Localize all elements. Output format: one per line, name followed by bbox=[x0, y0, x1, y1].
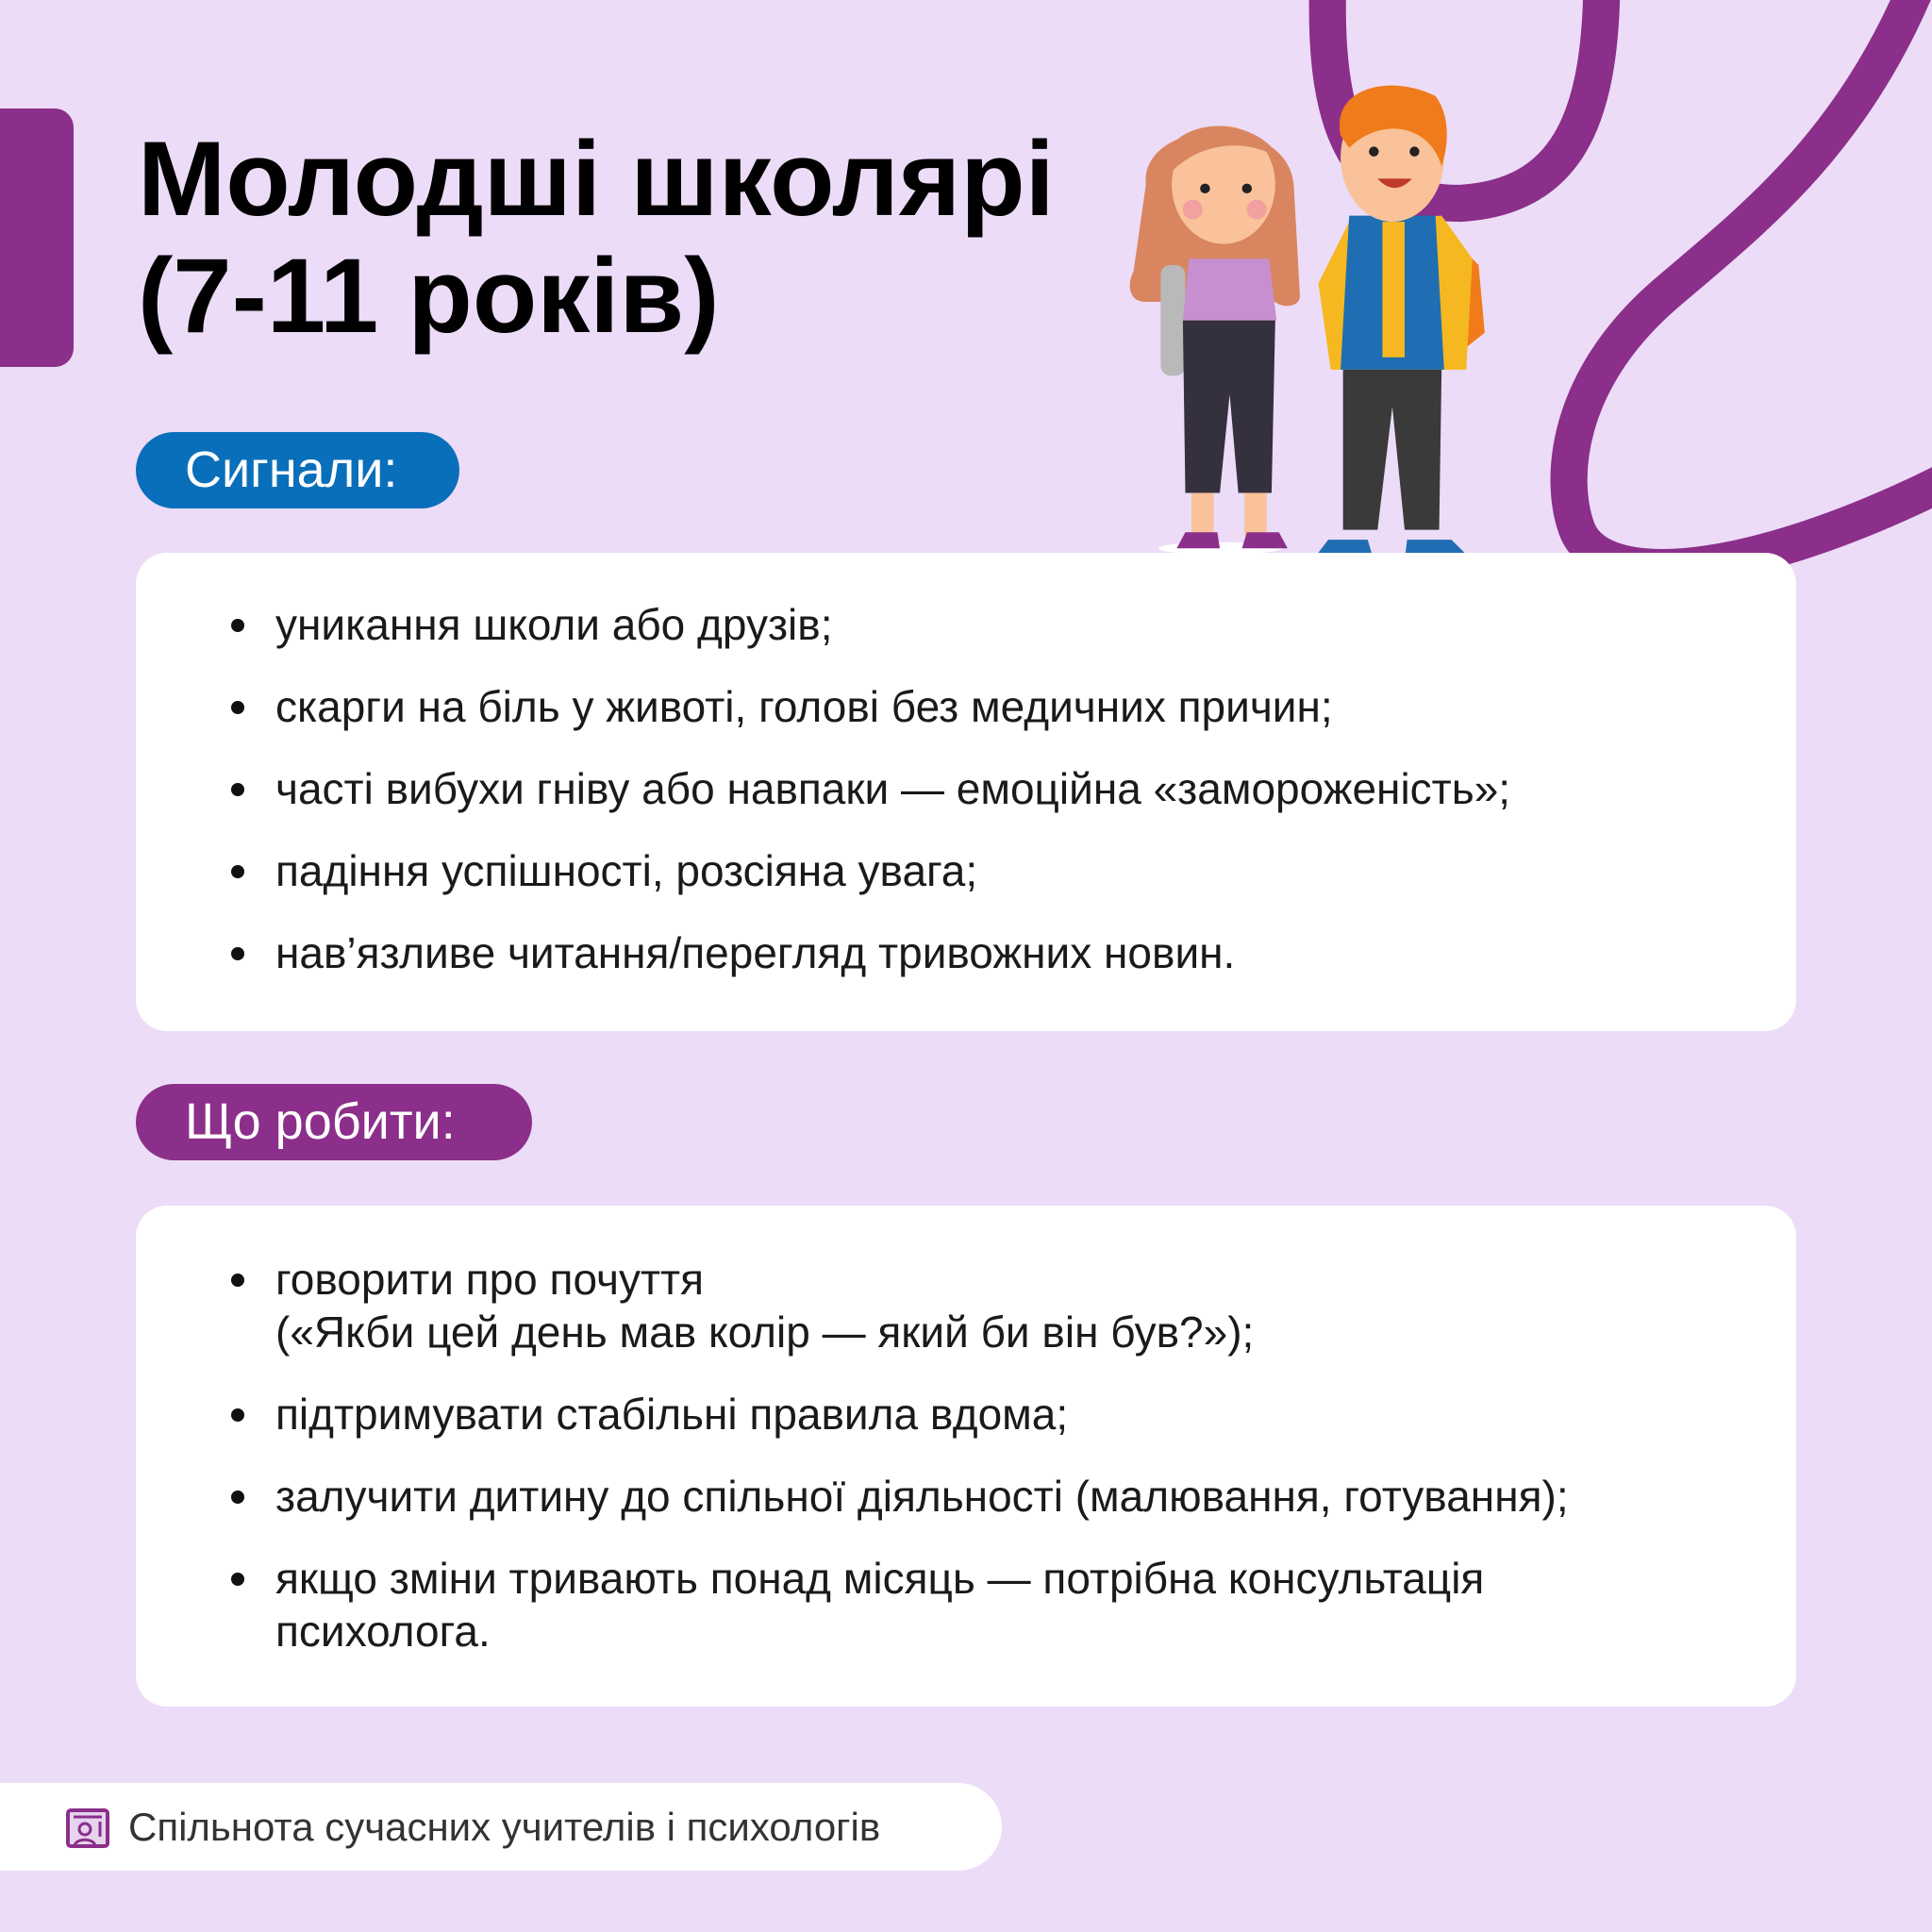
list-item-text: нав’язливе читання/перегляд тривожних но… bbox=[275, 928, 1236, 977]
list-item: говорити про почуття («Якби цей день мав… bbox=[231, 1253, 1796, 1358]
list-item-text: залучити дитину до спільної діяльності (… bbox=[275, 1472, 1569, 1521]
list-item-text: психолога. bbox=[275, 1607, 491, 1656]
list-item-text: говорити про почуття bbox=[275, 1255, 705, 1304]
signals-list: уникання школи або друзів; скарги на біл… bbox=[231, 598, 1796, 979]
title-line-1: Молодші школярі bbox=[138, 120, 1055, 238]
list-item-text: уникання школи або друзів; bbox=[275, 600, 833, 649]
list-item: залучити дитину до спільної діяльності (… bbox=[231, 1470, 1796, 1523]
list-item: уникання школи або друзів; bbox=[231, 598, 1796, 651]
footer-text: Спільнота сучасних учителів і психологів bbox=[128, 1805, 881, 1849]
signals-card: уникання школи або друзів; скарги на біл… bbox=[136, 553, 1796, 1031]
actions-label: Що робити: bbox=[136, 1084, 532, 1160]
actions-list: говорити про почуття («Якби цей день мав… bbox=[231, 1253, 1796, 1657]
list-item-text: якщо зміни тривають понад місяць — потрі… bbox=[275, 1554, 1485, 1603]
accent-tab bbox=[0, 108, 74, 367]
list-item: нав’язливе читання/перегляд тривожних но… bbox=[231, 926, 1796, 979]
signals-label: Сигнали: bbox=[136, 432, 459, 508]
list-item-text: часті вибухи гніву або навпаки — емоційн… bbox=[275, 764, 1511, 813]
title-line-2: (7-11 років) bbox=[138, 237, 720, 355]
list-item: підтримувати стабільні правила вдома; bbox=[231, 1388, 1796, 1441]
list-item-text: («Якби цей день мав колір — який би він … bbox=[275, 1307, 1255, 1357]
girl-figure bbox=[1129, 125, 1300, 555]
page-title: Молодші школярі (7-11 років) bbox=[138, 121, 1055, 355]
boy-figure bbox=[1312, 85, 1485, 561]
list-item: якщо зміни тривають понад місяць — потрі… bbox=[231, 1552, 1796, 1657]
list-item: падіння успішності, розсіяна увага; bbox=[231, 844, 1796, 897]
actions-card: говорити про почуття («Якби цей день мав… bbox=[136, 1206, 1796, 1707]
footer-badge: Спільнота сучасних учителів і психологів bbox=[0, 1783, 1002, 1871]
list-item: скарги на біль у животі, голові без меди… bbox=[231, 680, 1796, 733]
list-item-text: падіння успішності, розсіяна увага; bbox=[275, 846, 978, 895]
list-item-text: підтримувати стабільні правила вдома; bbox=[275, 1390, 1069, 1439]
list-item: часті вибухи гніву або навпаки — емоційн… bbox=[231, 762, 1796, 815]
list-item-text: скарги на біль у животі, голові без меди… bbox=[275, 682, 1333, 731]
teacher-board-icon bbox=[66, 1808, 109, 1848]
